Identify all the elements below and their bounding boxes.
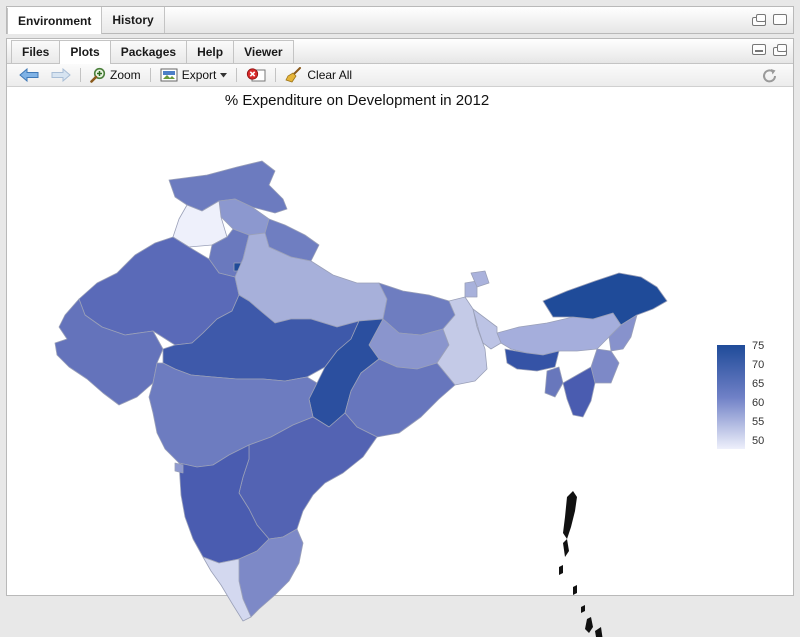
environment-pane: Environment History — [6, 6, 794, 34]
remove-plot-button[interactable] — [240, 65, 272, 85]
state-region — [544, 366, 564, 398]
legend-tick-65: 65 — [752, 378, 764, 390]
arrow-right-icon — [51, 68, 71, 82]
environment-tabbar: Environment History — [7, 7, 793, 34]
restore-pane-icon[interactable] — [773, 44, 787, 56]
zoom-button[interactable]: Zoom — [84, 65, 147, 85]
minimize-pane-icon[interactable] — [752, 44, 766, 55]
tab-plots[interactable]: Plots — [59, 40, 111, 64]
state-region — [542, 272, 668, 326]
caret-down-icon — [220, 72, 228, 77]
toolbar-separator — [275, 68, 277, 82]
legend-tick-75: 75 — [752, 340, 764, 352]
legend-tick-50: 50 — [752, 435, 764, 447]
back-button[interactable] — [13, 65, 45, 85]
toolbar-separator — [80, 68, 81, 82]
legend-tick-70: 70 — [752, 359, 764, 371]
export-button[interactable]: Export — [154, 65, 234, 85]
tab-packages[interactable]: Packages — [109, 40, 188, 63]
plot-area: % Expenditure on Development in 2012 — [7, 87, 793, 637]
plots-pane: Files Plots Packages Help Viewer — [6, 38, 794, 637]
legend-ticks: 75 70 65 60 55 50 — [752, 340, 764, 447]
zoom-label: Zoom — [110, 68, 141, 82]
tab-files[interactable]: Files — [11, 40, 61, 63]
zoom-magnifier-icon — [90, 67, 106, 83]
restore-pane-icon[interactable] — [752, 14, 766, 26]
clear-all-button[interactable]: Clear All — [279, 65, 358, 85]
state-region — [54, 298, 164, 406]
legend-tick-55: 55 — [752, 416, 764, 428]
plots-pane-controls — [752, 44, 787, 56]
tab-environment[interactable]: Environment — [7, 8, 103, 34]
andaman-islands — [559, 491, 603, 637]
clear-all-label: Clear All — [307, 68, 353, 82]
state-region — [470, 270, 490, 288]
state-region — [178, 444, 270, 564]
tab-viewer[interactable]: Viewer — [233, 40, 294, 63]
state-region — [344, 358, 456, 438]
state-region — [472, 308, 502, 350]
export-image-icon — [160, 68, 178, 82]
plots-tabbar: Files Plots Packages Help Viewer — [7, 39, 793, 64]
state-region — [464, 280, 478, 298]
state-region — [496, 312, 622, 356]
state-region — [562, 366, 596, 418]
state-region — [590, 348, 620, 384]
refresh-icon — [763, 69, 776, 83]
remove-plot-icon — [247, 68, 266, 82]
tab-help[interactable]: Help — [186, 40, 235, 63]
state-region — [504, 348, 560, 372]
toolbar-separator — [149, 68, 151, 82]
state-region — [174, 462, 184, 474]
refresh-button[interactable] — [755, 66, 785, 86]
toolbar-separator — [236, 68, 238, 82]
india-choropleth-map: 75 70 65 60 55 50 — [54, 160, 764, 637]
broom-icon — [285, 67, 302, 83]
tab-history[interactable]: History — [101, 7, 165, 33]
environment-pane-controls — [752, 14, 787, 26]
arrow-left-icon — [19, 68, 39, 82]
forward-button[interactable] — [45, 65, 77, 85]
export-label: Export — [181, 68, 217, 82]
legend-color-bar — [717, 345, 745, 449]
maximize-pane-icon[interactable] — [773, 14, 787, 25]
plots-toolbar: Zoom Export — [7, 64, 793, 87]
plot-title: % Expenditure on Development in 2012 — [224, 92, 490, 109]
legend-tick-60: 60 — [752, 397, 764, 409]
